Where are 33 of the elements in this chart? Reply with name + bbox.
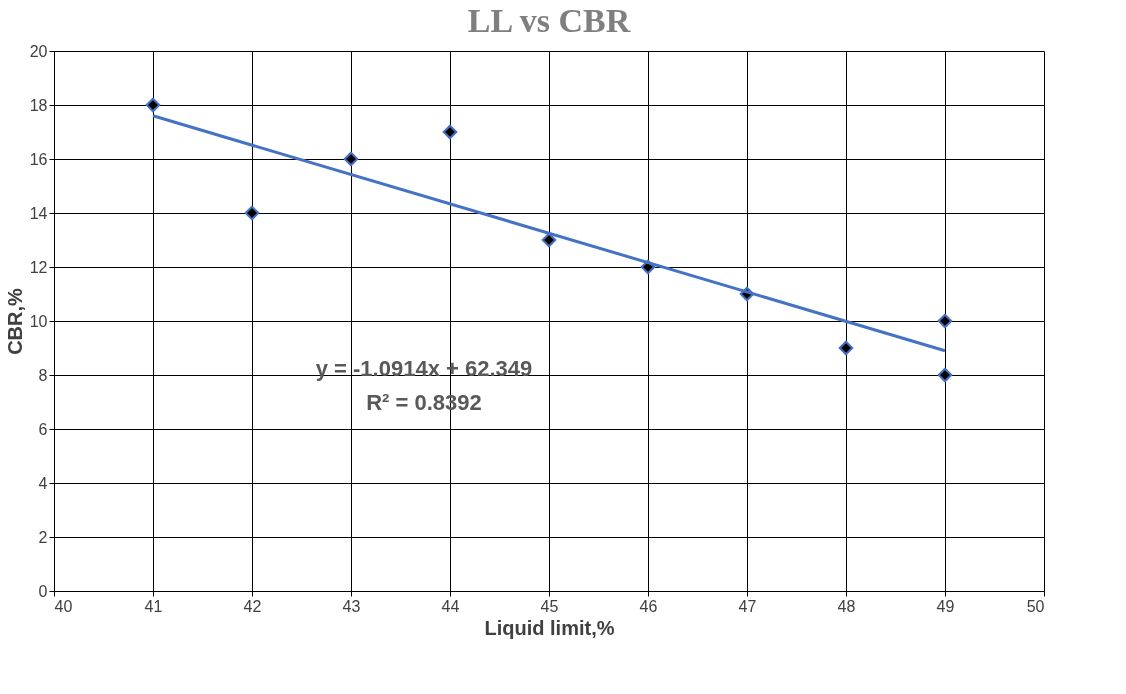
y-tick-label: 14 xyxy=(29,204,48,222)
y-axis-title: CBR,% xyxy=(3,287,26,355)
x-tick-label: 47 xyxy=(738,597,757,615)
x-tick-label: 48 xyxy=(837,597,856,615)
y-tick-label: 6 xyxy=(38,420,48,438)
y-tick-label: 20 xyxy=(29,42,48,60)
y-tick-label: 2 xyxy=(38,528,48,546)
point xyxy=(442,124,458,140)
x-tick-label: 45 xyxy=(540,597,559,615)
point xyxy=(244,205,260,221)
point xyxy=(145,97,161,113)
y-tick-label: 4 xyxy=(38,474,48,492)
x-tick-label: 41 xyxy=(144,597,163,615)
point xyxy=(937,313,953,329)
chart-title: LL vs CBR xyxy=(467,2,631,39)
y-tick-label: 0 xyxy=(38,582,48,600)
y-tick-label: 10 xyxy=(29,312,48,330)
x-tick-label: 43 xyxy=(342,597,361,615)
x-axis-title: Liquid limit,% xyxy=(484,616,615,639)
x-tick-label: 44 xyxy=(441,597,460,615)
x-tick-label: 49 xyxy=(936,597,955,615)
y-tick-label: 12 xyxy=(29,258,48,276)
y-tick-label: 8 xyxy=(38,366,48,384)
x-tick-label: 40 xyxy=(54,597,73,615)
y-tick-label: 16 xyxy=(29,150,48,168)
point xyxy=(838,340,854,356)
x-tick-label: 46 xyxy=(639,597,658,615)
x-tick-label: 50 xyxy=(1026,597,1045,615)
x-tick-label: 42 xyxy=(243,597,262,615)
point xyxy=(541,232,557,248)
point xyxy=(343,151,359,167)
y-tick-label: 18 xyxy=(29,96,48,114)
point xyxy=(937,367,953,383)
